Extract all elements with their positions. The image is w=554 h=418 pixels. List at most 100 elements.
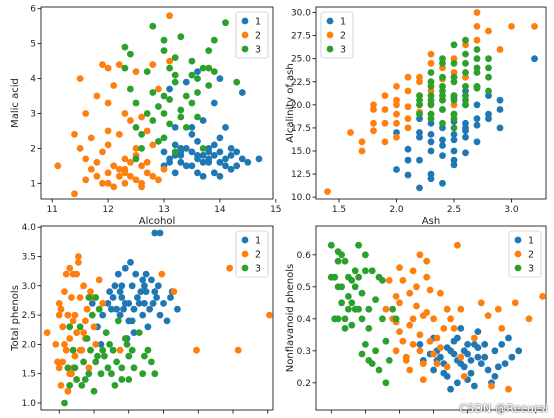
data-point-series-2 [121, 110, 129, 117]
data-point-series-2 [430, 350, 437, 358]
data-point-series-2 [81, 317, 89, 325]
data-point-series-2 [416, 251, 424, 259]
legend-marker-2 [514, 250, 522, 258]
data-point-series-3 [355, 241, 362, 249]
data-point-series-3 [132, 155, 140, 163]
y-tick-label: 15.0 [291, 147, 311, 157]
data-point-series-2 [76, 346, 84, 354]
data-point-series-2 [393, 119, 400, 127]
data-point-series-3 [338, 251, 345, 259]
data-point-series-1 [128, 282, 136, 290]
data-point-series-2 [93, 158, 101, 166]
data-point-series-3 [439, 73, 446, 81]
data-point-series-1 [450, 136, 458, 144]
data-point-series-1 [255, 155, 263, 163]
data-point-series-2 [406, 321, 414, 329]
data-point-series-1 [151, 229, 159, 237]
data-point-series-3 [473, 84, 481, 92]
data-point-series-3 [90, 387, 98, 395]
legend-label-3: 3 [340, 45, 346, 56]
data-point-series-2 [416, 78, 423, 86]
data-point-series-2 [454, 241, 461, 249]
data-point-series-3 [375, 366, 383, 374]
data-point-series-1 [171, 141, 179, 149]
data-point-series-2 [226, 264, 234, 272]
data-point-series-2 [457, 305, 465, 313]
data-point-series-3 [372, 347, 379, 355]
data-point-series-2 [149, 172, 157, 180]
data-point-series-2 [166, 12, 174, 20]
data-point-series-3 [143, 110, 151, 117]
data-point-series-1 [194, 138, 201, 145]
data-point-series-3 [138, 145, 146, 152]
data-point-series-1 [233, 162, 241, 170]
data-point-series-2 [347, 129, 354, 136]
data-point-series-1 [111, 282, 119, 290]
y-tick-label: 2 [30, 144, 36, 154]
data-point-series-2 [437, 289, 444, 297]
data-point-series-2 [54, 358, 61, 366]
points-layer [54, 12, 263, 198]
data-point-series-3 [108, 370, 115, 378]
data-point-series-1 [188, 162, 196, 170]
data-point-series-1 [416, 133, 423, 141]
data-point-series-1 [477, 360, 485, 367]
data-point-series-3 [171, 71, 179, 79]
legend: 1 2 3 [508, 230, 542, 278]
data-point-series-3 [171, 148, 179, 156]
data-point-series-3 [473, 46, 481, 53]
data-point-series-2 [66, 335, 74, 342]
data-point-series-1 [439, 136, 446, 144]
data-point-series-3 [188, 99, 196, 107]
data-point-series-3 [85, 294, 93, 301]
data-point-series-3 [94, 352, 101, 360]
legend-label-1: 1 [340, 17, 346, 28]
data-point-series-2 [121, 179, 129, 187]
data-point-series-2 [413, 302, 420, 310]
data-point-series-2 [170, 288, 178, 295]
data-point-series-2 [93, 172, 101, 180]
data-point-series-2 [416, 331, 424, 339]
data-point-series-2 [423, 257, 431, 265]
data-point-series-2 [404, 73, 412, 81]
data-point-series-2 [104, 99, 112, 107]
data-point-series-2 [393, 96, 400, 104]
legend-label-1: 1 [528, 236, 534, 247]
data-point-series-1 [439, 179, 446, 187]
data-point-series-2 [93, 92, 101, 100]
data-point-series-2 [116, 346, 124, 354]
data-point-series-1 [142, 288, 150, 295]
data-point-series-1 [151, 288, 159, 295]
data-point-series-3 [83, 335, 91, 342]
data-point-series-2 [76, 145, 84, 152]
x-tick-label: 15 [270, 205, 281, 215]
data-point-series-2 [76, 294, 84, 301]
data-point-series-1 [137, 288, 145, 295]
data-point-series-1 [491, 347, 499, 355]
y-tick-label: 12.5 [291, 170, 311, 180]
data-point-series-1 [116, 288, 124, 295]
data-point-series-3 [132, 124, 140, 131]
data-point-series-2 [76, 75, 84, 82]
data-point-series-2 [66, 264, 74, 272]
data-point-series-2 [430, 315, 437, 323]
legend-marker-1 [326, 17, 334, 25]
data-point-series-1 [182, 145, 190, 152]
data-point-series-3 [80, 358, 87, 366]
data-point-series-2 [149, 61, 157, 68]
data-point-series-3 [121, 43, 129, 51]
data-point-series-1 [430, 366, 437, 374]
data-point-series-1 [182, 78, 190, 86]
data-point-series-2 [104, 169, 112, 177]
data-point-series-3 [194, 113, 201, 121]
data-point-series-2 [126, 158, 134, 166]
data-point-series-3 [128, 346, 136, 354]
data-point-series-2 [80, 329, 87, 336]
data-point-series-2 [505, 385, 512, 393]
data-point-series-3 [92, 294, 100, 301]
data-point-series-3 [222, 19, 229, 27]
data-point-series-3 [87, 346, 94, 354]
data-point-series-2 [440, 325, 448, 332]
data-point-series-3 [355, 273, 362, 281]
data-point-series-3 [166, 64, 174, 72]
